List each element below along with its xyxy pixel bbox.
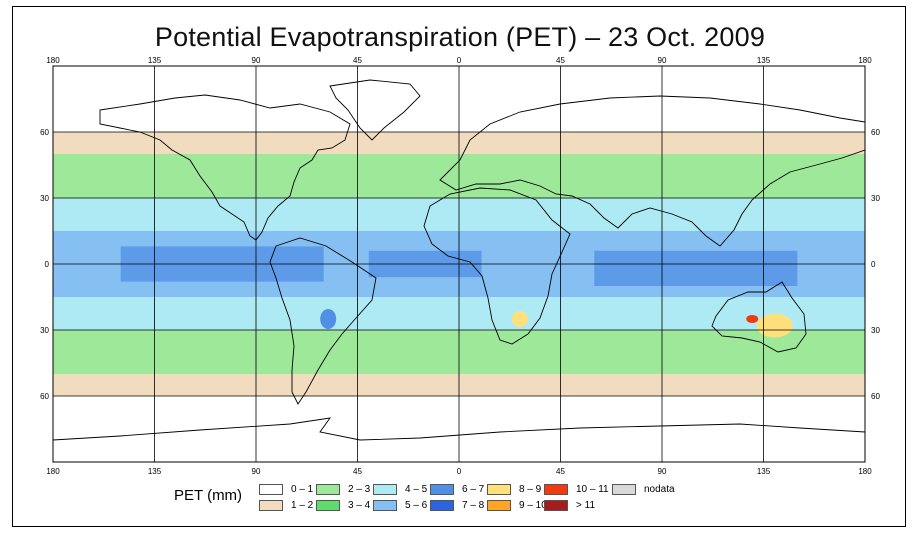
x-tick-bottom-3: 45 <box>353 467 362 476</box>
legend-label-9: 9 – 10 <box>519 500 547 511</box>
coastline-australia <box>711 281 807 353</box>
legend-label-4: 4 – 5 <box>405 484 428 495</box>
legend-item-7: 7 – 8 <box>430 500 484 511</box>
y-tick-left-1: 30 <box>40 194 49 203</box>
x-tick-bottom-5: 45 <box>556 467 565 476</box>
legend-item-6: 6 – 7 <box>430 484 484 495</box>
legend-label-11: > 11 <box>576 500 595 511</box>
legend-title: PET (mm) <box>174 487 243 504</box>
legend-label-5: 5 – 6 <box>405 500 428 511</box>
legend-item-5: 5 – 6 <box>373 500 427 511</box>
coastline-antarctica <box>53 417 865 441</box>
legend-label-2: 2 – 3 <box>348 484 371 495</box>
y-tick-right-3: 30 <box>871 326 880 335</box>
coastline-north-america <box>99 94 351 241</box>
x-tick-top-0: 180 <box>46 56 60 65</box>
legend-label-12: nodata <box>644 484 675 495</box>
x-tick-bottom-7: 135 <box>757 467 771 476</box>
legend-swatch-4 <box>373 484 397 495</box>
legend-swatch-12 <box>612 484 636 495</box>
pet-hotspot-2 <box>511 311 528 327</box>
coastline-south-america <box>269 237 377 405</box>
coastline-eurasia <box>439 95 865 247</box>
legend-swatch-11 <box>544 500 568 511</box>
legend-swatch-10 <box>544 484 568 495</box>
x-tick-bottom-6: 90 <box>658 467 667 476</box>
legend-label-0: 0 – 1 <box>291 484 314 495</box>
legend-item-9: 9 – 10 <box>487 500 547 511</box>
x-tick-top-2: 90 <box>252 56 261 65</box>
y-tick-left-2: 0 <box>45 260 50 269</box>
x-tick-top-3: 45 <box>353 56 362 65</box>
x-tick-bottom-0: 180 <box>46 467 60 476</box>
legend-label-10: 10 – 11 <box>576 484 609 495</box>
x-tick-top-5: 45 <box>556 56 565 65</box>
legend-item-0: 0 – 1 <box>259 484 313 495</box>
legend-item-4: 4 – 5 <box>373 484 427 495</box>
pet-hotspot-3 <box>320 309 337 329</box>
legend-swatch-6 <box>430 484 454 495</box>
legend-item-2: 2 – 3 <box>316 484 370 495</box>
legend-item-1: 1 – 2 <box>259 500 313 511</box>
x-tick-bottom-4: 0 <box>457 467 462 476</box>
legend-item-11: > 11 <box>544 500 595 511</box>
legend-swatch-7 <box>430 500 454 511</box>
legend-swatch-0 <box>259 484 283 495</box>
legend-swatch-3 <box>316 500 340 511</box>
legend-label-6: 6 – 7 <box>462 484 485 495</box>
x-tick-bottom-1: 135 <box>148 467 162 476</box>
legend-item-3: 3 – 4 <box>316 500 370 511</box>
legend-item-12: nodata <box>612 484 675 495</box>
legend-swatch-9 <box>487 500 511 511</box>
y-tick-right-4: 60 <box>871 392 880 401</box>
pet-hotspot-0 <box>756 313 793 338</box>
x-tick-top-8: 180 <box>858 56 872 65</box>
pet-hotspot-1 <box>746 315 759 323</box>
x-tick-top-1: 135 <box>148 56 162 65</box>
legend-item-8: 8 – 9 <box>487 484 541 495</box>
map-title: Potential Evapotranspiration (PET) – 23 … <box>154 22 766 52</box>
x-tick-top-7: 135 <box>757 56 771 65</box>
pet-patch-equatorial-2 <box>594 250 798 286</box>
legend-label-8: 8 – 9 <box>519 484 542 495</box>
x-tick-top-6: 90 <box>658 56 667 65</box>
y-tick-right-2: 0 <box>871 260 876 269</box>
y-tick-left-0: 60 <box>40 128 49 137</box>
x-tick-top-4: 0 <box>457 56 462 65</box>
x-tick-bottom-2: 90 <box>252 467 261 476</box>
legend-item-10: 10 – 11 <box>544 484 609 495</box>
y-tick-right-0: 60 <box>871 128 880 137</box>
y-tick-left-4: 60 <box>40 392 49 401</box>
legend-swatch-5 <box>373 500 397 511</box>
legend-label-1: 1 – 2 <box>291 500 314 511</box>
map-border <box>52 65 866 463</box>
legend-swatch-1 <box>259 500 283 511</box>
legend-swatch-8 <box>487 484 511 495</box>
x-tick-bottom-8: 180 <box>858 467 872 476</box>
legend-label-7: 7 – 8 <box>462 500 485 511</box>
y-tick-right-1: 30 <box>871 194 880 203</box>
legend-swatch-2 <box>316 484 340 495</box>
y-tick-left-3: 30 <box>40 326 49 335</box>
coastline-greenland <box>329 79 421 141</box>
legend-label-3: 3 – 4 <box>348 500 371 511</box>
